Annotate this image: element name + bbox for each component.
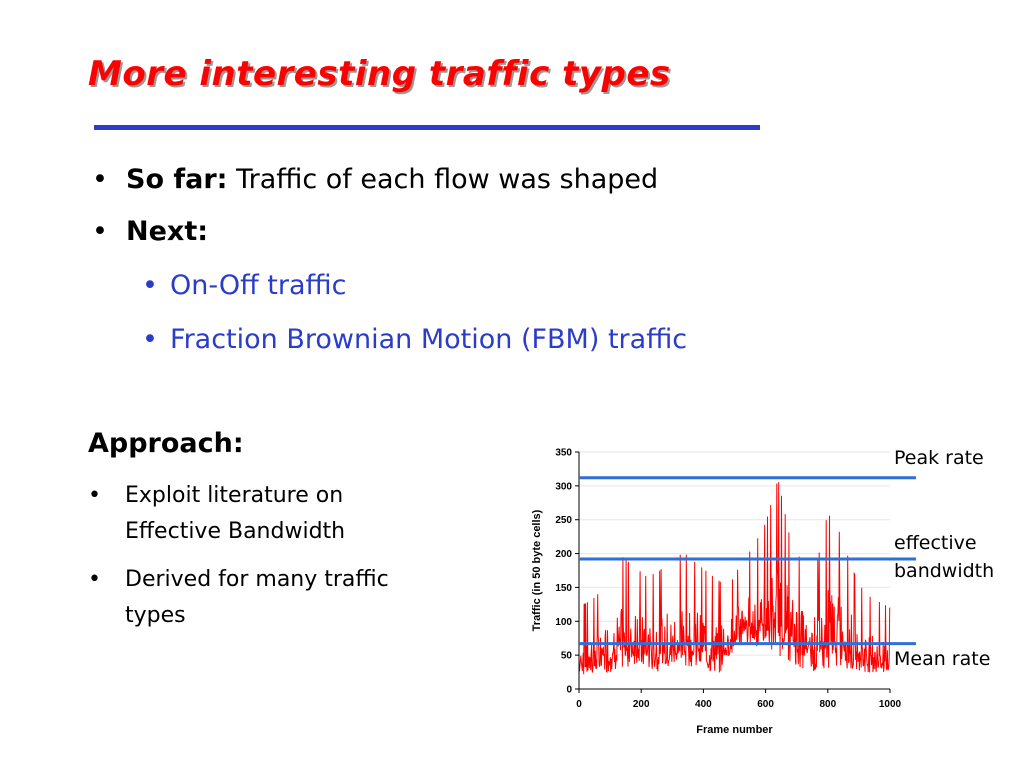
sub-bullet-text: Fraction Brownian Motion (FBM) traffic — [170, 324, 688, 355]
bullet-symbol: • — [92, 164, 108, 195]
approach-bullet-literature: • Exploit literature on Effective Bandwi… — [88, 478, 475, 550]
y-tick-label: 150 — [555, 583, 572, 594]
sub-bullet-text: On-Off traffic — [170, 270, 347, 301]
y-tick-label: 300 — [555, 481, 572, 492]
annotation-effective-bandwidth-line2: bandwidth — [894, 560, 995, 582]
y-tick-label: 200 — [555, 549, 572, 560]
sub-bullet-on-off: • On-Off traffic — [142, 270, 346, 301]
x-axis-label: Frame number — [696, 724, 773, 736]
annotation-effective-bandwidth-line1: effective — [894, 532, 977, 554]
bullet-symbol: • — [88, 567, 101, 592]
y-tick-label: 100 — [555, 617, 572, 628]
bullet-bold-label: So far: — [126, 164, 228, 195]
slide-title: More interesting traffic types — [88, 54, 671, 94]
annotation-mean-rate: Mean rate — [894, 648, 991, 670]
y-tick-label: 250 — [555, 515, 572, 526]
x-tick-label: 400 — [695, 699, 712, 710]
bullet-bold-label: Next: — [126, 216, 209, 247]
sub-bullet-fbm: • Fraction Brownian Motion (FBM) traffic — [142, 324, 687, 355]
approach-bullet-line: Derived for many traffic — [125, 567, 389, 592]
y-axis-label: Traffic (in 50 byte cells) — [531, 509, 543, 631]
y-tick-label: 350 — [555, 448, 572, 459]
y-tick-label: 50 — [561, 651, 573, 662]
approach-heading: Approach: — [88, 428, 244, 459]
approach-bullet-line: Exploit literature on — [125, 483, 344, 508]
annotation-peak-rate: Peak rate — [894, 447, 984, 469]
x-tick-label: 200 — [633, 699, 650, 710]
approach-bullet-line: Effective Bandwidth — [125, 519, 346, 544]
approach-bullet-derived: • Derived for many traffic types — [88, 562, 475, 634]
x-tick-label: 600 — [757, 699, 774, 710]
x-tick-label: 0 — [576, 699, 582, 710]
approach-bullet-line: types — [125, 603, 186, 628]
bullet-symbol: • — [92, 216, 108, 247]
y-tick-label: 0 — [566, 685, 572, 696]
bullet-text: Traffic of each flow was shaped — [227, 164, 659, 195]
traffic-trace — [578, 482, 891, 675]
title-underline — [94, 125, 760, 130]
traffic-chart: 0 50 100 150 200 250 300 350 0 200 400 600 800 1000 Fr… — [531, 448, 916, 736]
x-tick-label: 1000 — [879, 699, 902, 710]
bullet-so-far: • So far: Traffic of each flow was shaped — [92, 164, 658, 195]
bullet-symbol: • — [88, 483, 101, 508]
bullet-symbol: • — [142, 270, 158, 301]
x-tick-label: 800 — [819, 699, 836, 710]
bullet-next: • Next: — [92, 216, 208, 247]
bullet-symbol: • — [142, 324, 158, 355]
